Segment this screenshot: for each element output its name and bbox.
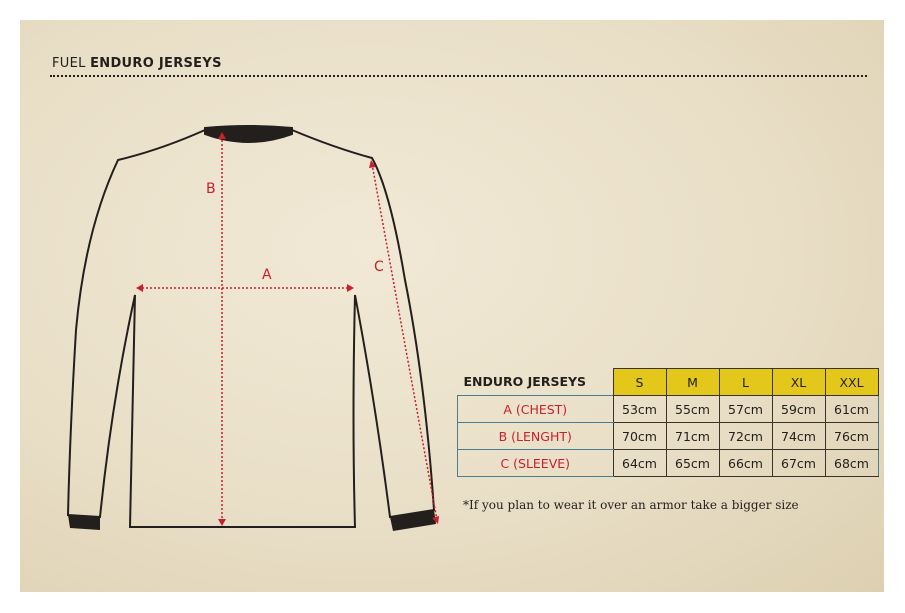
label-a: A	[262, 267, 272, 283]
sizing-note: *If you plan to wear it over an armor ta…	[463, 498, 799, 512]
size-m: M	[665, 368, 720, 396]
row-label: B (LENGHT)	[457, 422, 613, 450]
cell: 68cm	[824, 449, 879, 477]
size-s: S	[612, 368, 667, 396]
collar	[204, 125, 293, 143]
cell: 65cm	[665, 449, 720, 477]
table-row: A (CHEST) 53cm 55cm 57cm 59cm 61cm	[457, 395, 879, 423]
cell: 53cm	[612, 395, 667, 423]
cell: 76cm	[824, 422, 879, 450]
cell: 74cm	[771, 422, 826, 450]
page-title: FUEL ENDURO JERSEYS	[52, 56, 222, 71]
label-b: B	[206, 181, 216, 197]
measure-a-arrows	[136, 284, 354, 292]
cell: 59cm	[771, 395, 826, 423]
left-cuff	[68, 515, 100, 530]
jersey-outline	[66, 125, 436, 528]
measure-c-line	[371, 163, 438, 521]
cell: 64cm	[612, 449, 667, 477]
cell: 67cm	[771, 449, 826, 477]
size-l: L	[718, 368, 773, 396]
cell: 55cm	[665, 395, 720, 423]
size-table: ENDURO JERSEYS S M L XL XXL A (CHEST) 53…	[457, 368, 879, 477]
size-header-row: ENDURO JERSEYS S M L XL XXL	[458, 368, 879, 396]
right-cuff	[390, 510, 436, 531]
row-label: A (CHEST)	[457, 395, 613, 423]
table-row: C (SLEEVE) 64cm 65cm 66cm 67cm 68cm	[457, 449, 879, 477]
table-row: B (LENGHT) 70cm 71cm 72cm 74cm 76cm	[457, 422, 879, 450]
dotted-divider	[50, 75, 867, 77]
row-label: C (SLEEVE)	[457, 449, 613, 477]
cell: 66cm	[718, 449, 773, 477]
size-xl: XL	[771, 368, 826, 396]
cell: 72cm	[718, 422, 773, 450]
brand-label: FUEL	[52, 56, 86, 71]
cell: 70cm	[612, 422, 667, 450]
size-xxl: XXL	[824, 368, 879, 396]
cell: 61cm	[824, 395, 879, 423]
paper-background	[20, 20, 884, 592]
cell: 57cm	[718, 395, 773, 423]
label-c: C	[374, 259, 384, 275]
cell: 71cm	[665, 422, 720, 450]
title-label: ENDURO JERSEYS	[90, 56, 222, 71]
table-title: ENDURO JERSEYS	[463, 374, 587, 390]
